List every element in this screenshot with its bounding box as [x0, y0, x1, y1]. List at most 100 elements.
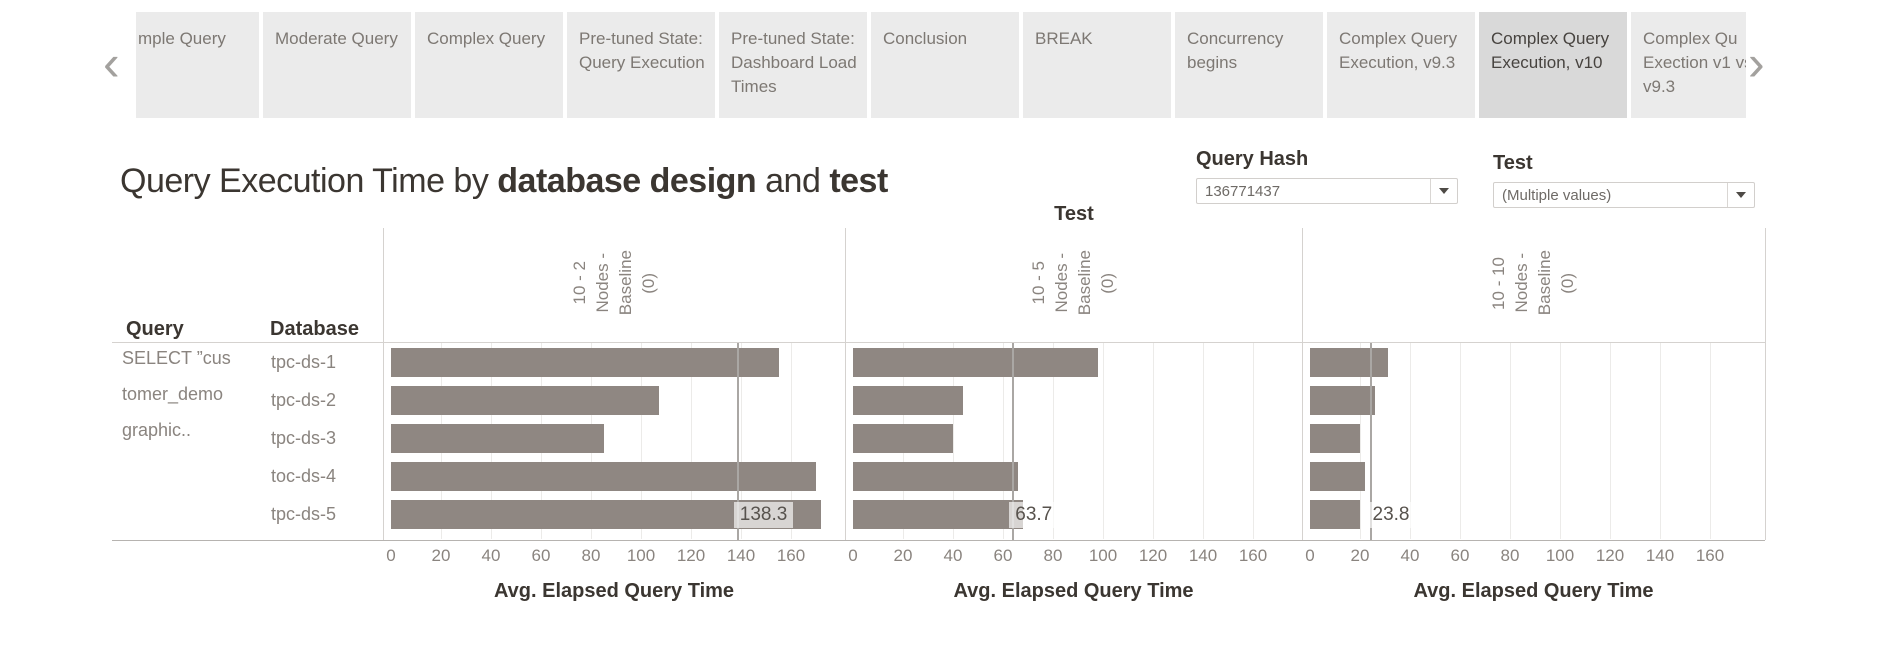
- axis-tick-label: 140: [1645, 546, 1675, 565]
- axis-tick-label: 120: [1595, 546, 1625, 565]
- axis-tick-label: 100: [1545, 546, 1575, 565]
- bar[interactable]: [853, 462, 1018, 491]
- caret-down-icon[interactable]: [1430, 179, 1457, 203]
- bar[interactable]: [853, 500, 1023, 529]
- story-point-tab[interactable]: BREAK: [1023, 12, 1171, 118]
- axis-tick-label: 80: [581, 546, 601, 565]
- caret-down-icon[interactable]: [1727, 183, 1754, 207]
- gridline: [791, 343, 792, 539]
- title-regular-1: Query Execution Time by: [120, 162, 498, 200]
- chart-header-rule: [112, 342, 1765, 343]
- gridline: [1003, 343, 1004, 539]
- next-tab-chevron-icon[interactable]: ›: [1748, 35, 1765, 91]
- query-hash-filter-label: Query Hash: [1196, 148, 1309, 170]
- gridline: [1660, 343, 1661, 539]
- row-field-header-query: Query: [126, 318, 184, 340]
- story-point-tab[interactable]: Complex Query Execution, v10: [1479, 12, 1627, 118]
- gridline: [1053, 343, 1054, 539]
- bar[interactable]: [1310, 500, 1360, 529]
- query-hash-dropdown[interactable]: 136771437: [1196, 178, 1458, 204]
- pane-header-line: 10 - 5: [1029, 261, 1048, 305]
- axis-tick-label: 100: [626, 546, 656, 565]
- story-point-tab[interactable]: Pre-tuned State: Dashboard Load Times: [719, 12, 867, 118]
- query-cell-text[interactable]: graphic..: [122, 420, 192, 440]
- story-point-tab[interactable]: Complex Qu Exection v1 vs. v9.3: [1631, 12, 1746, 118]
- reference-line-label: 23.8: [1366, 502, 1416, 528]
- chart-axis-rule: [112, 540, 1765, 541]
- pane-header-line: Baseline: [615, 250, 635, 316]
- pane-header-line: (0): [638, 272, 658, 294]
- pane-header-line: 10 - 10: [1489, 256, 1508, 310]
- gridline: [1153, 343, 1154, 539]
- story-point-tab[interactable]: Moderate Query: [263, 12, 411, 118]
- axis-tick-label: 20: [431, 546, 451, 565]
- prev-tab-chevron-icon[interactable]: ‹: [103, 35, 120, 91]
- panel-border: [845, 228, 846, 540]
- gridline: [953, 343, 954, 539]
- database-row-label[interactable]: tpc-ds-1: [271, 352, 337, 372]
- pane-header: 10 - 5 Nodes - Baseline (0): [1014, 223, 1134, 343]
- bar[interactable]: [391, 386, 659, 415]
- axis-tick-label: 80: [1500, 546, 1520, 565]
- axis-tick-label: 0: [1305, 546, 1315, 565]
- database-row-label[interactable]: toc-ds-4: [271, 466, 337, 486]
- row-field-header-database: Database: [270, 318, 359, 340]
- pane-header-line: Nodes -: [1052, 253, 1071, 313]
- title-bold-test: test: [829, 162, 888, 200]
- bar[interactable]: [1310, 462, 1365, 491]
- reference-line: [1369, 343, 1372, 540]
- query-cell-text[interactable]: SELECT ”cus: [122, 348, 231, 368]
- pane-header-line: Baseline: [1535, 250, 1554, 316]
- bar[interactable]: [853, 424, 953, 453]
- column-field-header: Test: [1054, 203, 1094, 225]
- axis-tick-label: 160: [1695, 546, 1725, 565]
- axis-tick-label: 40: [1400, 546, 1420, 565]
- database-row-label[interactable]: tpc-ds-3: [271, 428, 337, 448]
- story-tab-bar: mple Query Moderate Query Complex Query Pre…: [136, 12, 1746, 118]
- reference-line: [1012, 343, 1015, 540]
- axis-title: Avg. Elapsed Query Time: [953, 580, 1194, 602]
- database-row-label[interactable]: tpc-ds-5: [271, 504, 337, 524]
- page-title: Query Execution Time by database design …: [120, 162, 888, 201]
- bar[interactable]: [853, 348, 1098, 377]
- axis-tick-label: 60: [531, 546, 551, 565]
- bar[interactable]: [391, 462, 816, 491]
- pane-header-line: (0): [1098, 272, 1117, 294]
- story-point-tab[interactable]: Conclusion: [871, 12, 1019, 118]
- story-point-tab[interactable]: Concurrency begins: [1175, 12, 1323, 118]
- bar[interactable]: [853, 386, 963, 415]
- gridline: [641, 343, 642, 539]
- axis-tick-label: 140: [726, 546, 756, 565]
- pane-header: 10 - 10 Nodes - Baseline (0): [1474, 223, 1594, 343]
- bar[interactable]: [391, 424, 604, 453]
- pane-header-line: Nodes -: [1512, 253, 1531, 313]
- axis-tick-label: 120: [676, 546, 706, 565]
- axis-tick-label: 160: [1238, 546, 1268, 565]
- axis-tick-label: 120: [1138, 546, 1168, 565]
- gridline: [741, 343, 742, 539]
- gridline: [1560, 343, 1561, 539]
- title-regular-2: and: [756, 162, 830, 200]
- gridline: [1460, 343, 1461, 539]
- bar[interactable]: [1310, 386, 1375, 415]
- gridline: [1253, 343, 1254, 539]
- axis-tick-label: 20: [1350, 546, 1370, 565]
- bar[interactable]: [391, 348, 779, 377]
- database-row-label[interactable]: tpc-ds-2: [271, 390, 337, 410]
- story-point-tab[interactable]: Complex Query Execution, v9.3: [1327, 12, 1475, 118]
- gridline: [1203, 343, 1204, 539]
- story-point-tab[interactable]: mple Query: [136, 12, 259, 118]
- test-dropdown[interactable]: (Multiple values): [1493, 182, 1755, 208]
- axis-title: Avg. Elapsed Query Time: [493, 580, 735, 602]
- title-bold-database-design: database design: [497, 162, 757, 200]
- tab-strip: mple Query Moderate Query Complex Query Pre…: [136, 12, 1746, 118]
- pane-header-line: (0): [1558, 272, 1577, 294]
- query-cell-text[interactable]: tomer_demo: [122, 384, 224, 404]
- axis-tick-label: 80: [1043, 546, 1063, 565]
- story-point-tab[interactable]: Complex Query: [415, 12, 563, 118]
- story-point-tab[interactable]: Pre-tuned State: Query Execution: [567, 12, 715, 118]
- bar[interactable]: [1310, 348, 1388, 377]
- gridline: [691, 343, 692, 539]
- pane-header: 10 - 2 Nodes - Baseline (0): [554, 223, 674, 343]
- bar[interactable]: [1310, 424, 1360, 453]
